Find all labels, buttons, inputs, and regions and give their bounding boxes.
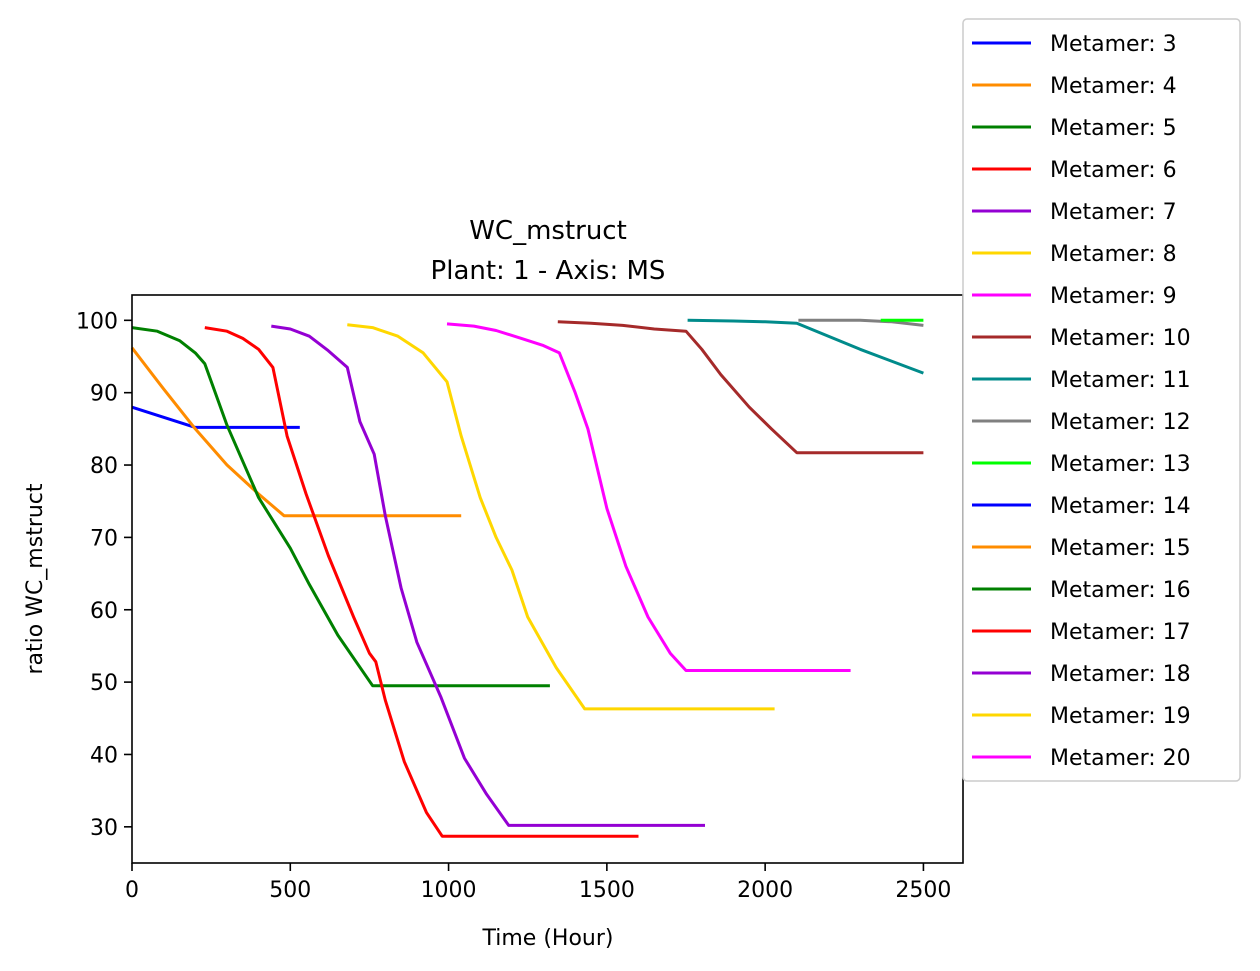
x-axis-label: Time (Hour) — [482, 926, 614, 951]
y-tick-label: 40 — [90, 743, 118, 768]
legend-label: Metamer: 13 — [1050, 452, 1191, 477]
chart-subtitle: Plant: 1 - Axis: MS — [431, 256, 666, 286]
legend-label: Metamer: 10 — [1050, 326, 1191, 351]
series-line-metamer-12 — [798, 318, 924, 327]
legend-label: Metamer: 15 — [1050, 536, 1191, 561]
series-line-metamer-3 — [131, 405, 300, 429]
legend-label: Metamer: 5 — [1050, 116, 1177, 141]
legend-label: Metamer: 7 — [1050, 200, 1177, 225]
legend-label: Metamer: 4 — [1050, 74, 1177, 99]
series-line-metamer-6 — [204, 326, 639, 838]
y-tick-label: 60 — [90, 599, 118, 624]
x-tick-label: 1500 — [579, 878, 635, 903]
legend-label: Metamer: 14 — [1050, 494, 1191, 519]
y-tick-label: 100 — [76, 309, 118, 334]
legend-label: Metamer: 19 — [1050, 704, 1191, 729]
y-tick-label: 80 — [90, 454, 118, 479]
legend-label: Metamer: 9 — [1050, 284, 1177, 309]
series-line-metamer-10 — [557, 320, 924, 455]
legend-label: Metamer: 11 — [1050, 368, 1191, 393]
y-tick-label: 30 — [90, 816, 118, 841]
legend-label: Metamer: 18 — [1050, 662, 1191, 687]
series-line-metamer-5 — [131, 326, 550, 688]
legend-label: Metamer: 16 — [1050, 578, 1191, 603]
chart-title: WC_mstruct — [469, 216, 627, 246]
y-tick-label: 50 — [90, 671, 118, 696]
x-axis-ticks: 0 500 1000 1500 2000 2500 — [125, 863, 951, 903]
legend: Metamer: 3 Metamer: 4 Metamer: 5 Metamer: 6… — [962, 18, 1241, 782]
series-line-metamer-4 — [130, 346, 462, 518]
x-tick-label: 1000 — [421, 878, 477, 903]
y-tick-label: 70 — [90, 526, 118, 551]
chart-title-group: WC_mstruct Plant: 1 - Axis: MS — [431, 216, 666, 286]
series-line-metamer-9 — [446, 322, 851, 672]
x-tick-label: 500 — [269, 878, 311, 903]
legend-items: Metamer: 3 Metamer: 4 Metamer: 5 Metamer: 6… — [972, 32, 1191, 771]
y-tick-label: 90 — [90, 382, 118, 407]
series-line-metamer-8 — [347, 323, 775, 711]
legend-label: Metamer: 12 — [1050, 410, 1191, 435]
plot-lines — [130, 318, 924, 838]
legend-label: Metamer: 17 — [1050, 620, 1191, 645]
legend-frame — [962, 18, 1241, 782]
x-tick-label: 2500 — [895, 878, 951, 903]
series-line-metamer-7 — [271, 324, 705, 827]
legend-label: Metamer: 3 — [1050, 32, 1177, 57]
y-axis-ticks: 30 40 50 60 70 80 90 100 — [76, 309, 132, 841]
x-tick-label: 2000 — [737, 878, 793, 903]
series-line-metamer-11 — [687, 318, 924, 375]
y-axis-label: ratio WC_mstruct — [23, 483, 48, 674]
plot-frame — [131, 294, 964, 864]
x-tick-label: 0 — [125, 878, 139, 903]
legend-label: Metamer: 20 — [1050, 746, 1191, 771]
legend-label: Metamer: 8 — [1050, 242, 1177, 267]
legend-label: Metamer: 6 — [1050, 158, 1177, 183]
